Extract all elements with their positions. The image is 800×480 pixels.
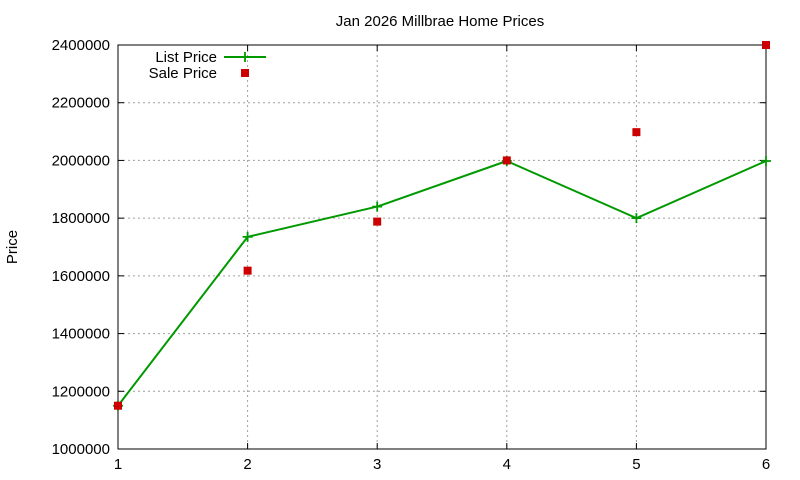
chart-title: Jan 2026 Millbrae Home Prices <box>336 13 544 30</box>
legend-plus-marker <box>240 52 250 62</box>
y-tick-label: 1400000 <box>52 326 110 343</box>
x-tick-label: 4 <box>503 456 511 473</box>
sale-price-point <box>114 401 122 410</box>
grid <box>118 45 766 449</box>
sale-price-point <box>762 41 770 49</box>
y-tick-label: 2400000 <box>52 37 110 54</box>
y-tick-label: 1200000 <box>52 383 110 400</box>
legend-square-marker <box>241 69 249 77</box>
series <box>113 41 771 411</box>
sale-price-point <box>632 128 641 137</box>
list-price-point <box>372 201 383 212</box>
x-tick-label: 3 <box>373 456 381 473</box>
y-tick-label: 2000000 <box>52 152 110 169</box>
sale-price-point <box>243 266 252 275</box>
legend-label: Sale Price <box>149 65 217 82</box>
list-price-point <box>242 231 253 242</box>
y-tick-label: 1800000 <box>52 210 110 227</box>
axis-ticks: 1000000 1200000 1400000 1600000 1800000 20000… <box>52 37 771 473</box>
y-tick-label: 1000000 <box>52 441 110 458</box>
x-tick-label: 6 <box>762 456 770 473</box>
y-axis-label: Price <box>4 230 21 264</box>
x-tick-label: 5 <box>632 456 640 473</box>
y-tick-label: 1600000 <box>52 268 110 285</box>
sale-price-point <box>502 156 511 165</box>
y-tick-label: 2200000 <box>52 95 110 112</box>
plot-frame <box>117 44 767 450</box>
x-tick-label: 1 <box>114 456 122 473</box>
legend-label: List Price <box>155 49 217 66</box>
list-price-point <box>631 213 642 224</box>
x-tick-label: 2 <box>243 456 251 473</box>
list-price-point <box>761 156 771 167</box>
sale-price-point <box>373 217 382 226</box>
list-price-line <box>117 159 767 407</box>
